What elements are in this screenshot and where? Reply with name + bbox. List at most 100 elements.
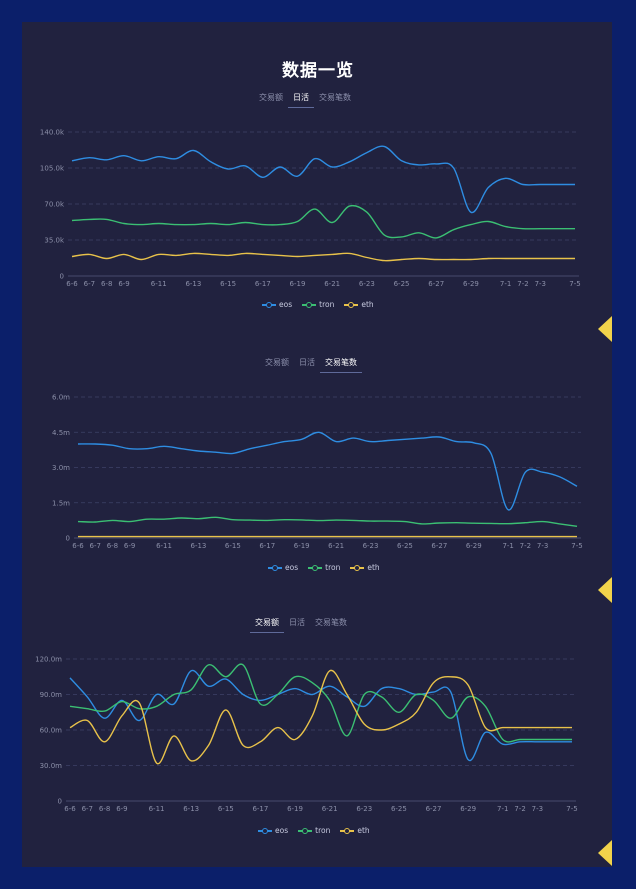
y-tick-label: 35.0k xyxy=(44,237,65,245)
tab-trade-amount[interactable]: 交易额 xyxy=(259,93,283,102)
legend-item-eth[interactable]: eth xyxy=(350,563,380,572)
x-tick-label: 6-9 xyxy=(124,542,135,550)
series-line-eos[interactable] xyxy=(69,669,572,762)
legend-item-tron[interactable]: tron xyxy=(308,563,340,572)
x-tick-label: 6-11 xyxy=(151,280,167,288)
dashboard-panel xyxy=(22,22,612,867)
corner-marker-icon xyxy=(598,577,612,603)
x-tick-label: 6-27 xyxy=(431,542,447,550)
legend-item-eos[interactable]: eos xyxy=(268,563,298,572)
x-tick-label: 6-8 xyxy=(107,542,118,550)
x-tick-label: 6-25 xyxy=(391,805,407,813)
legend-item-tron[interactable]: tron xyxy=(298,826,330,835)
y-tick-label: 30.0m xyxy=(40,762,63,770)
x-tick-label: 6-19 xyxy=(294,542,310,550)
tab-trade-count[interactable]: 交易笔数 xyxy=(320,355,362,373)
tab-daily-active[interactable]: 日活 xyxy=(288,90,314,108)
series-line-tron[interactable] xyxy=(71,204,575,239)
legend-item-eos[interactable]: eos xyxy=(262,300,292,309)
x-tick-label: 6-19 xyxy=(290,280,306,288)
tab-trade-amount[interactable]: 交易额 xyxy=(265,358,289,367)
x-tick-label: 7-1 xyxy=(502,542,513,550)
daily-active-chart: 0 35.0k 70.0k 105.0k 140.0k 6-6 6-7 6-8 6-9 6-11 6… xyxy=(40,129,581,289)
x-tick-label: 6-29 xyxy=(466,542,482,550)
legend-label-eth: eth xyxy=(367,563,380,572)
x-tick-label: 6-15 xyxy=(218,805,234,813)
legend-item-eos[interactable]: eos xyxy=(258,826,288,835)
x-tick-label: 6-17 xyxy=(255,280,271,288)
y-tick-label: 6.0m xyxy=(52,394,70,402)
trade-amount-chart: 0 30.0m 60.0m 90.0m 120.0m 6-6 6-7 6-8 6-9 6-11 6-… xyxy=(35,656,578,814)
tab-trade-count[interactable]: 交易笔数 xyxy=(315,618,347,627)
x-tick-label: 7-5 xyxy=(566,805,577,813)
x-tick-label: 6-13 xyxy=(191,542,207,550)
x-tick-label: 7-1 xyxy=(497,805,508,813)
y-tick-label: 105.0k xyxy=(40,165,65,173)
y-tick-label: 0 xyxy=(60,273,64,281)
chart1-tabs: 交易额 日活 交易笔数 xyxy=(254,90,356,108)
y-tick-label: 90.0m xyxy=(40,691,63,699)
x-tick-label: 6-11 xyxy=(149,805,165,813)
series-line-eos[interactable] xyxy=(71,145,575,214)
page-title: 数据一览 xyxy=(282,61,354,81)
x-tick-label: 6-7 xyxy=(84,280,95,288)
y-tick-label: 1.5m xyxy=(52,499,70,507)
chart1-legend: eos tron eth xyxy=(262,300,374,309)
x-tick-label: 6-29 xyxy=(463,280,479,288)
x-tick-label: 6-25 xyxy=(394,280,410,288)
tab-daily-active[interactable]: 日活 xyxy=(289,618,305,627)
y-tick-label: 0 xyxy=(66,535,70,543)
x-tick-label: 6-21 xyxy=(328,542,344,550)
legend-label-eth: eth xyxy=(361,300,374,309)
legend-label-eos: eos xyxy=(279,300,293,309)
y-tick-label: 70.0k xyxy=(44,201,65,209)
legend-item-eth[interactable]: eth xyxy=(340,826,370,835)
y-tick-label: 120.0m xyxy=(35,656,62,664)
x-tick-label: 6-8 xyxy=(99,805,110,813)
y-tick-label: 3.0m xyxy=(52,464,70,472)
x-tick-label: 6-7 xyxy=(89,542,100,550)
legend-label-tron: tron xyxy=(315,826,331,835)
x-tick-label: 6-9 xyxy=(118,280,129,288)
y-tick-label: 0 xyxy=(58,798,62,806)
x-tick-label: 6-19 xyxy=(287,805,303,813)
series-line-eth[interactable] xyxy=(71,252,575,262)
tab-daily-active[interactable]: 日活 xyxy=(299,358,315,367)
x-tick-label: 6-27 xyxy=(428,280,444,288)
x-tick-label: 6-29 xyxy=(460,805,476,813)
legend-item-tron[interactable]: tron xyxy=(302,300,334,309)
x-tick-label: 6-8 xyxy=(101,280,112,288)
x-tick-label: 6-11 xyxy=(156,542,172,550)
x-tick-label: 7-3 xyxy=(537,542,548,550)
x-tick-label: 7-3 xyxy=(532,805,543,813)
legend-label-tron: tron xyxy=(325,563,341,572)
x-tick-label: 7-2 xyxy=(517,280,528,288)
x-tick-label: 7-1 xyxy=(500,280,511,288)
x-tick-label: 7-5 xyxy=(571,542,582,550)
x-tick-label: 6-6 xyxy=(64,805,76,813)
x-tick-label: 6-21 xyxy=(322,805,338,813)
legend-item-eth[interactable]: eth xyxy=(344,300,374,309)
x-tick-label: 6-17 xyxy=(259,542,275,550)
y-tick-label: 60.0m xyxy=(40,727,63,735)
x-tick-label: 6-13 xyxy=(183,805,199,813)
x-tick-label: 6-6 xyxy=(72,542,84,550)
x-tick-label: 6-25 xyxy=(397,542,413,550)
y-tick-label: 140.0k xyxy=(40,129,65,137)
series-line-eth[interactable] xyxy=(69,669,572,765)
tab-trade-count[interactable]: 交易笔数 xyxy=(319,93,351,102)
chart3-legend: eos tron eth xyxy=(258,826,370,835)
x-tick-label: 6-7 xyxy=(82,805,93,813)
x-tick-label: 6-6 xyxy=(66,280,78,288)
chart2-tabs: 交易额 日活 交易笔数 xyxy=(260,355,362,373)
x-tick-label: 6-13 xyxy=(185,280,201,288)
chart3-tabs: 交易额 日活 交易笔数 xyxy=(250,615,352,633)
tab-trade-amount[interactable]: 交易额 xyxy=(250,615,284,633)
x-tick-label: 7-5 xyxy=(569,280,580,288)
corner-marker-icon xyxy=(598,316,612,342)
x-tick-label: 6-21 xyxy=(324,280,340,288)
series-line-eos[interactable] xyxy=(77,431,578,511)
y-tick-label: 4.5m xyxy=(52,429,70,437)
legend-label-eos: eos xyxy=(285,563,299,572)
series-line-tron[interactable] xyxy=(77,516,578,527)
